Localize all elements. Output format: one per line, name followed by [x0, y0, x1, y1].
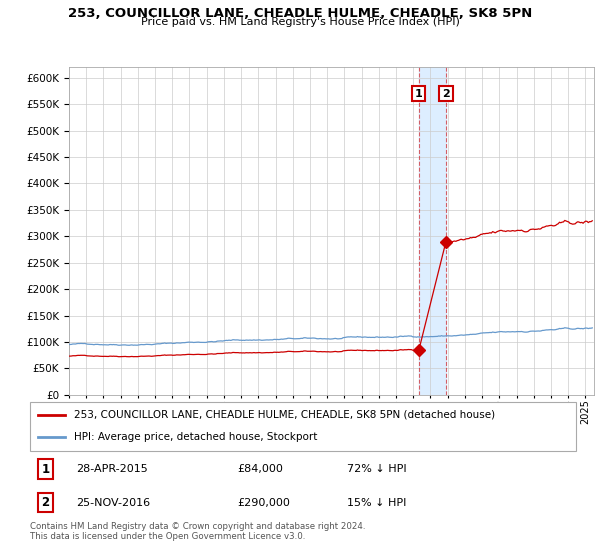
Text: 253, COUNCILLOR LANE, CHEADLE HULME, CHEADLE, SK8 5PN (detached house): 253, COUNCILLOR LANE, CHEADLE HULME, CHE… — [74, 410, 495, 420]
Text: 25-NOV-2016: 25-NOV-2016 — [76, 497, 151, 507]
Text: 1: 1 — [415, 88, 422, 99]
Text: 72% ↓ HPI: 72% ↓ HPI — [347, 464, 406, 474]
Text: 2: 2 — [41, 496, 49, 509]
Text: 2: 2 — [442, 88, 450, 99]
FancyBboxPatch shape — [30, 402, 576, 451]
Text: Contains HM Land Registry data © Crown copyright and database right 2024.
This d: Contains HM Land Registry data © Crown c… — [30, 522, 365, 542]
Bar — [419, 67, 446, 395]
Text: £84,000: £84,000 — [238, 464, 283, 474]
Text: HPI: Average price, detached house, Stockport: HPI: Average price, detached house, Stoc… — [74, 432, 317, 442]
Text: £290,000: £290,000 — [238, 497, 290, 507]
Text: 253, COUNCILLOR LANE, CHEADLE HULME, CHEADLE, SK8 5PN: 253, COUNCILLOR LANE, CHEADLE HULME, CHE… — [68, 7, 532, 20]
Text: 28-APR-2015: 28-APR-2015 — [76, 464, 148, 474]
Text: 15% ↓ HPI: 15% ↓ HPI — [347, 497, 406, 507]
Text: 1: 1 — [41, 463, 49, 475]
Text: Price paid vs. HM Land Registry's House Price Index (HPI): Price paid vs. HM Land Registry's House … — [140, 17, 460, 27]
